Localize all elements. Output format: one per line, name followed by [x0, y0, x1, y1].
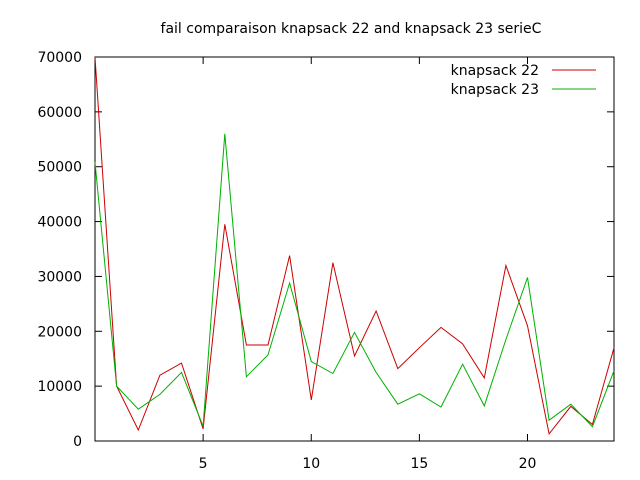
- y-tick-label: 10000: [37, 379, 82, 395]
- series-line-knapsack-23: [94, 133, 615, 428]
- x-axis: 5 10 15 20: [199, 57, 537, 472]
- legend-label: knapsack 23: [451, 82, 539, 98]
- legend-label: knapsack 22: [451, 63, 539, 79]
- x-tick-label: 15: [410, 456, 428, 472]
- x-tick-label: 5: [199, 456, 208, 472]
- plot-border: [94, 56, 615, 442]
- y-tick-label: 70000: [37, 50, 82, 66]
- series-line-knapsack-22: [94, 56, 615, 436]
- x-tick-label: 10: [302, 456, 320, 472]
- y-tick-label: 60000: [37, 105, 82, 121]
- plot-frame: [94, 56, 615, 442]
- y-tick-label: 30000: [37, 269, 82, 285]
- y-tick-label: 50000: [37, 160, 82, 176]
- y-tick-label: 40000: [37, 215, 82, 231]
- series-lines: [94, 56, 615, 436]
- legend: knapsack 22 knapsack 23: [451, 63, 596, 98]
- x-tick-label: 20: [519, 456, 537, 472]
- y-tick-label: 20000: [37, 324, 82, 340]
- y-tick-label: 0: [73, 434, 82, 450]
- y-axis: 0 10000 20000 30000 40000 50000 60000 70000: [37, 50, 614, 450]
- chart-title: fail comparaison knapsack 22 and knapsac…: [161, 21, 542, 37]
